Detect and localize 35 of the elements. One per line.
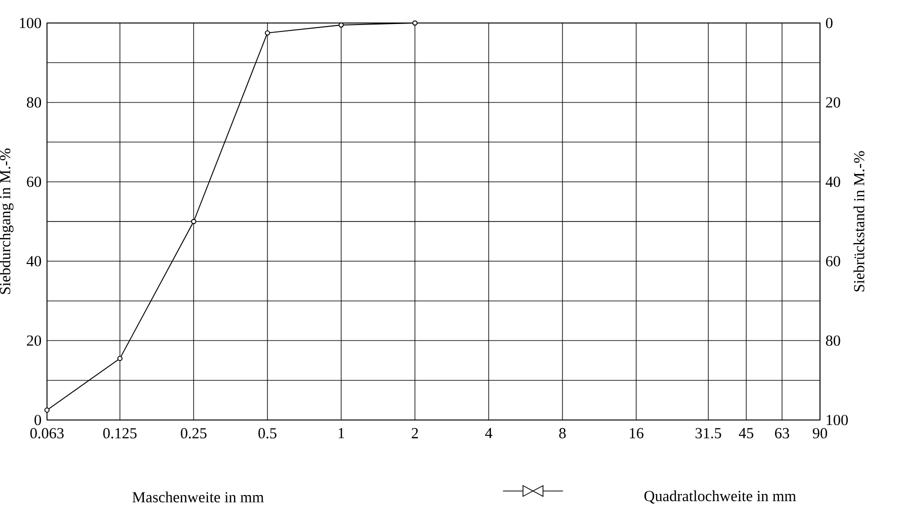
x-tick-label: 31.5	[696, 428, 722, 438]
x-tick-label: 0.125	[103, 428, 137, 438]
x-tick-label: 90	[812, 428, 828, 438]
point	[264, 30, 270, 36]
y-tick-label: 80	[26, 97, 42, 108]
x-tick-label: 2	[412, 428, 418, 438]
x-tick-label: 63	[775, 428, 790, 438]
y2-tick-label: 100	[826, 414, 848, 426]
x-tick-label: 45	[738, 428, 754, 438]
x-axis-title: Maschenweite in mm	[132, 492, 264, 502]
x-tick-label: 0.063	[30, 428, 64, 438]
y-tick-label: 20	[26, 335, 42, 346]
x-tick-label: 4	[485, 428, 492, 438]
x-tick-label: 0.5	[258, 428, 276, 438]
y-tick-label: 0	[34, 414, 42, 426]
text: Quadratlochweite in mm	[644, 490, 796, 504]
point	[117, 356, 123, 362]
x-tick-label: 8	[559, 428, 566, 438]
y-tick-label: 100	[20, 18, 42, 28]
y2-tick-label: 80	[826, 335, 840, 346]
point	[44, 407, 50, 413]
y2-tick-label: 60	[826, 256, 840, 266]
point	[191, 218, 196, 224]
x-tick-label: 1	[338, 428, 344, 438]
y2-tick-label: 40	[826, 176, 840, 187]
x-tick-label: 16	[630, 428, 644, 438]
y2-tick-label: 0	[826, 18, 832, 28]
point	[338, 22, 344, 28]
y-tick-label: 40	[26, 256, 42, 266]
point	[412, 20, 418, 26]
y-tick-label: 60	[26, 176, 42, 187]
y-axis-title: Siebdurchgang in M.-%	[0, 148, 14, 294]
y2-tick-label: 20	[826, 97, 840, 108]
y2-axis-title: Siebrückstand in M.-%	[854, 151, 864, 292]
x-tick-label: 0.25	[180, 428, 206, 438]
